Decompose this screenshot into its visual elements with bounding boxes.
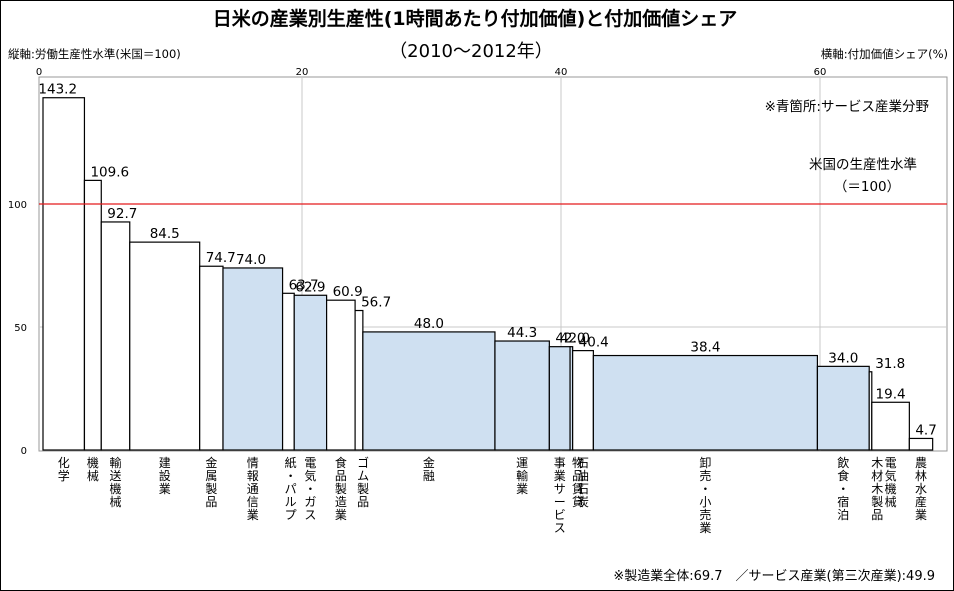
value-label-6: 74.0 [236,252,266,268]
category-label-3: 輸送機械 [110,455,122,509]
y-tick-label: 0 [21,446,27,457]
chart-subtitle: （2010～2012年） [389,41,553,62]
category-label-14: 物品賃貸 [572,456,584,509]
x-tick-label: 0 [36,67,42,78]
category-label-6: 情報通信業 [247,456,259,522]
bar-15 [572,350,594,451]
category-label-13: 事業サービス [554,456,566,535]
data-labels: 143.2 109.6 92.7 84.5 74.7 74.0 63.762.9 60.956… [38,82,936,439]
bar-11 [362,331,496,451]
value-label-7: 63.7 [289,277,319,293]
y-axis-label: 縦軸:労働生産性水準(米国＝100) [8,47,181,61]
category-label-1: 化学 [58,456,70,483]
chart-title: 日米の産業別生産性(1時間あたり付加価値)と付加価値シェア [213,7,738,30]
reference-label-line1: 米国の生産性水準 [809,157,917,173]
category-label-12: 運輸業 [516,456,528,496]
category-label-8: 電気・ガス [304,456,316,522]
value-label-4: 84.5 [150,226,180,242]
value-label-8: 62.9 [295,279,325,295]
x-tick-label: 40 [555,67,568,78]
bar-12 [494,340,550,451]
value-label-14: 42.0 [560,331,590,347]
value-label-18: 31.8 [875,356,905,372]
value-label-12: 44.3 [507,325,537,341]
value-label-19: 19.4 [876,386,906,402]
category-label-15: 石油石炭 [577,456,589,509]
bar-19 [871,401,910,451]
tick-labels: 0 20 40 60 0 50 100 [8,67,826,457]
value-label-1: 143.2 [38,82,77,98]
category-label-11: 金融 [423,455,435,483]
value-label-10: 56.7 [361,295,391,311]
bar-7 [281,292,295,451]
category-label-5: 金属製品 [205,455,217,509]
service-area-note: ※青箇所:サービス産業分野 [765,98,930,115]
bar-6 [222,267,284,451]
bar-3 [100,221,131,451]
bar-17 [816,365,870,451]
value-label-17: 34.0 [828,350,858,366]
category-label-2: 機械 [87,455,99,483]
category-label-19: 電気機械 [885,456,897,509]
bar-2 [83,179,102,451]
bar-20 [908,437,934,451]
bar-1 [42,97,86,451]
y-tick-label: 50 [14,323,27,334]
bar-16 [592,354,819,451]
footer-note: ※製造業全体:69.7 ／サービス産業(第三次産業):49.9 [613,568,935,584]
category-label-20: 農林水産業 [915,456,927,522]
value-label-2: 109.6 [90,164,129,180]
value-label-11: 48.0 [414,316,444,332]
value-label-9: 60.9 [333,284,363,300]
x-tick-label: 60 [814,67,827,78]
bars [42,97,934,451]
value-label-16: 38.4 [690,340,720,356]
bar-4 [129,241,201,451]
x-tick-label: 20 [296,67,309,78]
bar-10 [354,309,364,451]
category-label-10: ゴム製品 [357,455,369,509]
y-tick-label: 100 [8,200,27,211]
category-label-4: 建設業 [159,456,171,496]
value-label-15: 40.4 [579,335,609,351]
value-label-3: 92.7 [107,206,137,222]
value-label-20: 4.7 [915,422,936,438]
category-label-9: 食品製造業 [335,455,347,522]
category-label-17: 飲食・宿泊 [837,455,849,522]
category-label-18: 木材木製品 [871,456,883,522]
value-label-5: 74.7 [206,250,236,266]
bar-9 [326,299,356,451]
bar-5 [199,265,224,451]
reference-label-line2: （＝100） [834,179,900,195]
x-axis-label: 横軸:付加価値シェア(%) [821,47,948,61]
category-label-16: 卸売・小売業 [699,455,711,535]
bar-8 [293,294,328,451]
bar-13 [548,346,571,451]
value-label-13: 42.0 [555,331,585,347]
category-label-7: 紙・パルプ [285,455,297,522]
